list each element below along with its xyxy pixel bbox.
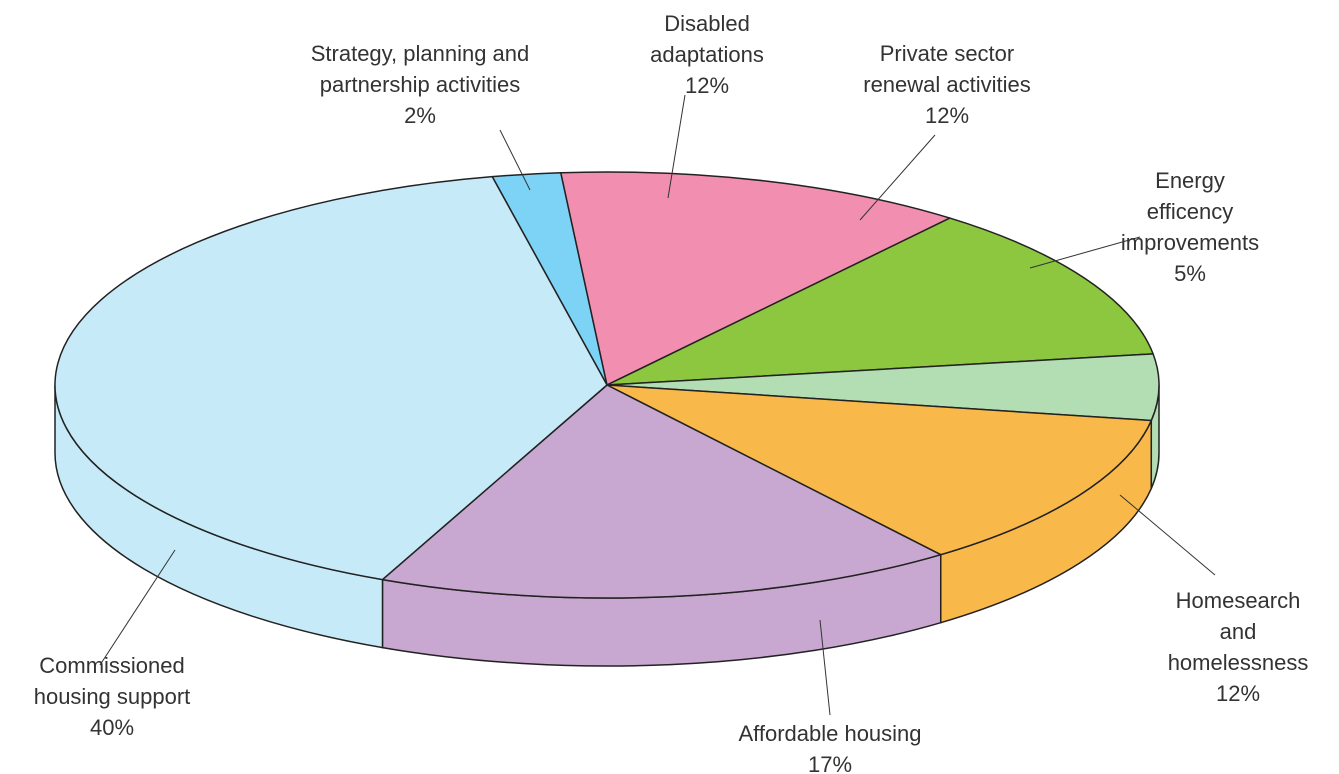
category-label: Homesearch and homelessness bbox=[1167, 588, 1309, 675]
value-label: 2% bbox=[404, 103, 436, 128]
category-label: Commissioned housing support bbox=[33, 653, 191, 709]
value-label: 12% bbox=[924, 103, 970, 128]
value-label: 12% bbox=[684, 73, 730, 98]
slice-label: Strategy, planning and partnership activ… bbox=[311, 38, 530, 131]
leader-line bbox=[99, 549, 176, 666]
leader-line bbox=[1119, 494, 1216, 576]
slice-label: Private sector renewal activities 12% bbox=[863, 38, 1031, 131]
slice-label: Homesearch and homelessness 12% bbox=[1168, 585, 1309, 709]
slice bbox=[606, 217, 1154, 386]
slice-label: Affordable housing 17% bbox=[738, 718, 921, 774]
value-label: 17% bbox=[807, 752, 853, 774]
slice bbox=[560, 171, 951, 386]
leader-line bbox=[499, 129, 531, 191]
slice-label: Energy efficency improvements 5% bbox=[1116, 165, 1265, 289]
slice bbox=[381, 384, 942, 599]
slice bbox=[606, 353, 1160, 422]
leader-line bbox=[1029, 236, 1141, 269]
category-label: Private sector renewal activities bbox=[863, 41, 1031, 97]
category-label: Affordable housing bbox=[738, 721, 922, 746]
slice-label: Commissioned housing support 40% bbox=[34, 650, 191, 743]
leader-line bbox=[667, 94, 686, 199]
value-label: 40% bbox=[89, 715, 135, 740]
leader-line bbox=[819, 619, 831, 716]
slice-label: Disabled adaptations 12% bbox=[650, 8, 764, 101]
category-label: Disabled adaptations bbox=[650, 11, 764, 67]
value-label: 5% bbox=[1174, 261, 1206, 286]
slice bbox=[54, 175, 608, 581]
value-label: 12% bbox=[1215, 681, 1261, 706]
category-label: Energy efficency improvements bbox=[1120, 168, 1260, 255]
slice bbox=[606, 384, 1153, 556]
leader-line bbox=[859, 134, 936, 221]
category-label: Strategy, planning and partnership activ… bbox=[310, 41, 530, 97]
